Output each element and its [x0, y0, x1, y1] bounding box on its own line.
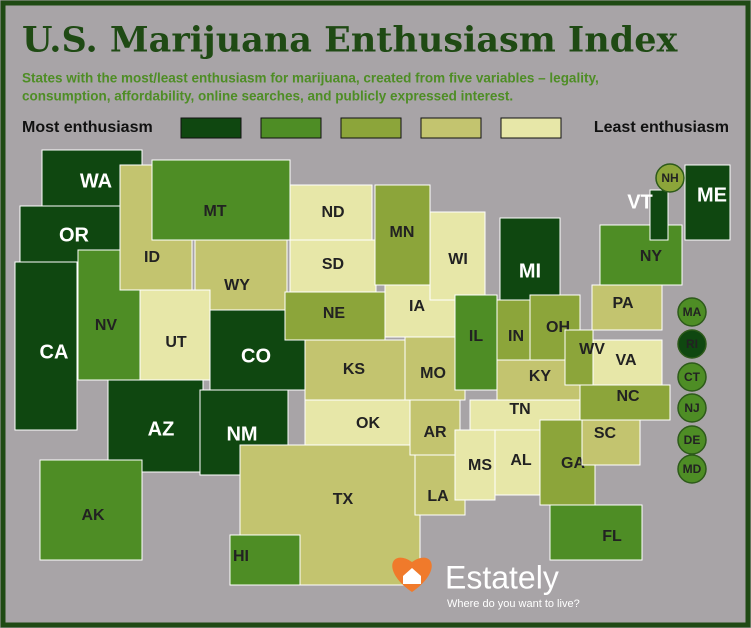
state [579, 384, 671, 421]
state-label: GA [561, 455, 585, 472]
legend [180, 117, 562, 139]
legend-swatch [420, 117, 482, 139]
state-label: KY [529, 368, 552, 385]
legend-swatch [260, 117, 322, 139]
state [304, 399, 411, 446]
state-label: AZ [148, 418, 175, 440]
state-label: NJ [684, 401, 699, 415]
state-label: MD [683, 462, 702, 476]
state-label: SC [594, 425, 617, 442]
legend-swatch [180, 117, 242, 139]
state-circle [655, 163, 685, 193]
legend-label: Most enthusiasm [22, 119, 153, 136]
state [139, 289, 211, 381]
title: U.S. Marijuana Enthusiasm Index [22, 20, 678, 61]
state-label: NE [323, 305, 346, 322]
state-label: PA [612, 295, 633, 312]
state-label: CT [684, 370, 701, 384]
state [454, 294, 498, 391]
state-label: ME [697, 184, 727, 206]
brand-name: Estately [445, 559, 559, 595]
state [409, 399, 461, 456]
state-label: AR [423, 424, 447, 441]
state-label: SD [322, 256, 344, 273]
state-label: AK [81, 507, 105, 524]
state-circle [677, 362, 707, 392]
state-label: OK [356, 415, 380, 432]
legend-label: Least enthusiasm [594, 119, 729, 136]
state [229, 534, 301, 586]
state-label: UT [165, 334, 187, 351]
state-label: MN [390, 224, 415, 241]
state-label: MT [203, 203, 226, 220]
state [591, 284, 663, 331]
logo: Estately Where do you want to live? [392, 557, 580, 610]
state [684, 164, 731, 241]
state-label: NC [616, 388, 640, 405]
brand-tagline: Where do you want to live? [447, 598, 580, 610]
state [499, 217, 561, 301]
state [284, 291, 386, 341]
state-label: OR [59, 224, 90, 246]
logo-house [403, 568, 421, 584]
state-label: AL [510, 452, 532, 469]
state-label: CO [241, 345, 271, 367]
subtitle: States with the most/least enthusiasm fo… [22, 71, 599, 86]
state [585, 339, 663, 386]
state [581, 419, 641, 466]
state [39, 459, 143, 561]
state [107, 379, 204, 473]
state-circle [677, 425, 707, 455]
state [454, 429, 496, 501]
state-label: VT [627, 191, 653, 213]
state-label: NH [661, 171, 678, 185]
state-label: WI [448, 251, 468, 268]
state-circle [677, 454, 707, 484]
state-label: MO [420, 365, 446, 382]
state-label: WA [80, 170, 112, 192]
state-label: NY [640, 248, 663, 265]
state-label: KS [343, 361, 366, 378]
state-label: VA [615, 352, 636, 369]
state-circle [677, 297, 707, 327]
state [374, 184, 431, 286]
state-label: IA [409, 298, 425, 315]
state-label: ND [321, 204, 344, 221]
state-label: MS [468, 457, 492, 474]
state [151, 159, 291, 241]
state-label: NM [226, 423, 257, 445]
state-label: MI [519, 260, 541, 282]
state-label: WY [224, 277, 250, 294]
state [494, 429, 541, 496]
subtitle: consumption, affordability, online searc… [22, 89, 513, 104]
state-label: MA [683, 305, 702, 319]
state-label: RI [686, 337, 698, 351]
state-label: DE [684, 433, 701, 447]
state-label: ID [144, 249, 160, 266]
state-label: NV [95, 317, 118, 334]
state-label: IL [469, 328, 483, 345]
state [564, 329, 594, 386]
legend-swatch [500, 117, 562, 139]
state [649, 189, 669, 241]
state-circle [677, 329, 707, 359]
state-circle [677, 393, 707, 423]
legend-swatch [340, 117, 402, 139]
state-label: FL [602, 528, 622, 545]
state-label: LA [427, 488, 449, 505]
state-label: CA [40, 341, 69, 363]
state-label: OH [546, 319, 570, 336]
state-label: HI [233, 548, 249, 565]
state-label: TX [333, 491, 354, 508]
state-label: IN [508, 328, 524, 345]
state [549, 504, 643, 561]
states: WA OR CA NV AZ ID MT WY UT CO NM ND SD NE KS OK TX MN IA MO… [14, 149, 731, 586]
state [289, 239, 377, 293]
state-label: TN [509, 401, 530, 418]
state-label: WV [579, 341, 605, 358]
state [14, 261, 78, 431]
